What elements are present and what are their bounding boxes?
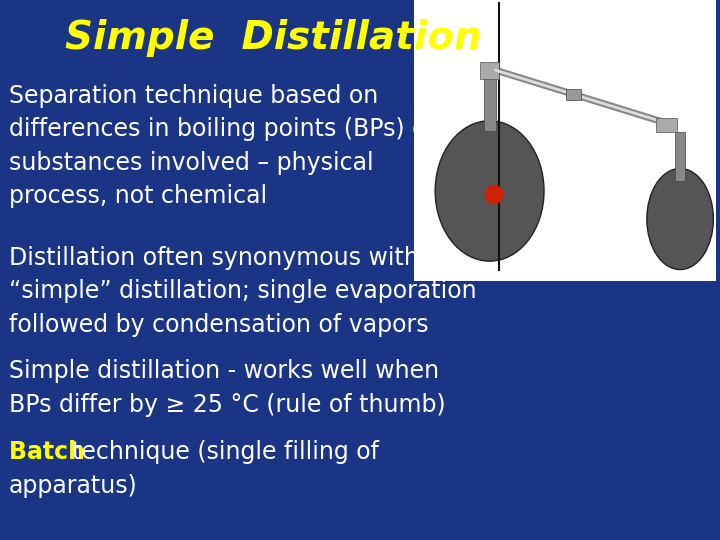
- Bar: [484, 79, 495, 131]
- Text: Batch: Batch: [9, 440, 93, 464]
- Text: Simple distillation - works well when: Simple distillation - works well when: [9, 359, 438, 383]
- Text: BPs differ by ≥ 25 °C (rule of thumb): BPs differ by ≥ 25 °C (rule of thumb): [9, 393, 445, 416]
- Text: “simple” distillation; single evaporation: “simple” distillation; single evaporatio…: [9, 279, 476, 303]
- Text: apparatus): apparatus): [9, 474, 138, 497]
- Ellipse shape: [647, 168, 714, 269]
- Text: Distillation often synonymous with: Distillation often synonymous with: [9, 246, 418, 269]
- Bar: [675, 132, 685, 181]
- Text: differences in boiling points (BPs) of: differences in boiling points (BPs) of: [9, 117, 434, 141]
- Text: Separation technique based on: Separation technique based on: [9, 84, 378, 107]
- Bar: [414, 0, 716, 281]
- Text: process, not chemical: process, not chemical: [9, 184, 267, 208]
- Ellipse shape: [435, 121, 544, 261]
- Bar: [480, 62, 500, 79]
- Bar: [566, 89, 581, 100]
- Ellipse shape: [485, 185, 503, 204]
- Text: followed by condensation of vapors: followed by condensation of vapors: [9, 313, 428, 336]
- Text: technique (single filling of: technique (single filling of: [72, 440, 379, 464]
- Bar: [656, 118, 677, 132]
- Text: substances involved – physical: substances involved – physical: [9, 151, 373, 174]
- Text: Simple  Distillation: Simple Distillation: [66, 19, 482, 57]
